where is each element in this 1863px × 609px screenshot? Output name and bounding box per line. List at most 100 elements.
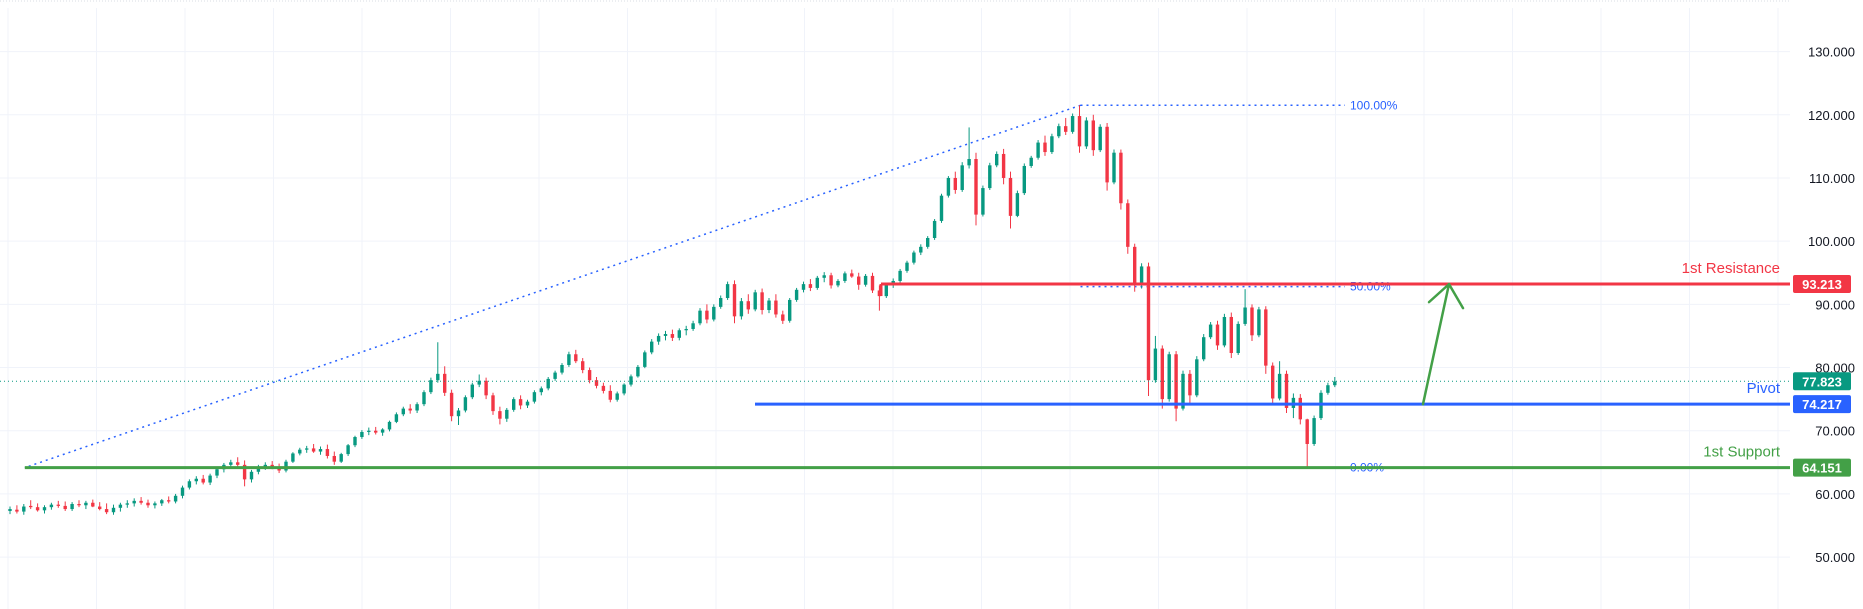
candle-body bbox=[436, 373, 440, 381]
candle-body bbox=[739, 301, 744, 317]
candle-body bbox=[553, 372, 557, 379]
candle-body bbox=[732, 284, 737, 317]
fibonacci-retracement[interactable]: 100.00% 50.00% 0.00% bbox=[24, 98, 1398, 475]
candle-body bbox=[242, 464, 247, 480]
candle-body bbox=[1305, 419, 1309, 444]
candle-body bbox=[1008, 177, 1013, 216]
last-price-badge: 77.823 bbox=[1793, 372, 1851, 391]
candle-body bbox=[974, 159, 978, 215]
candle-body bbox=[298, 449, 302, 454]
price-axis[interactable]: 50.000 60.000 70.000 80.000 90.000 100.000 110… bbox=[1808, 45, 1855, 565]
candle-body bbox=[387, 421, 392, 430]
candle-body bbox=[939, 195, 944, 221]
candle-body bbox=[277, 467, 281, 471]
candle-body bbox=[650, 341, 654, 353]
candle-body bbox=[1333, 381, 1337, 386]
candle-body bbox=[491, 395, 495, 412]
candle-body bbox=[753, 292, 757, 310]
candle-body bbox=[884, 284, 888, 297]
candle-body bbox=[698, 310, 702, 324]
y-tick-label: 80.000 bbox=[1815, 361, 1855, 376]
arrow-head-icon bbox=[1427, 282, 1465, 310]
candle-body bbox=[1091, 120, 1095, 151]
candle-body bbox=[587, 370, 592, 381]
candle-body bbox=[725, 284, 730, 299]
pivot-price-value: 74.217 bbox=[1802, 397, 1842, 412]
candle-body bbox=[691, 323, 695, 329]
candle-body bbox=[643, 352, 647, 367]
candle-body bbox=[656, 335, 661, 342]
candle-body bbox=[1202, 337, 1206, 360]
chart-grid bbox=[0, 0, 1790, 609]
candle-body bbox=[1001, 153, 1006, 178]
candle-body bbox=[843, 273, 847, 281]
candle-body bbox=[463, 397, 468, 411]
candle-body bbox=[332, 455, 336, 462]
support-resistance-levels[interactable]: 1st Resistance Pivot 1st Support bbox=[0, 260, 1790, 470]
candle-body bbox=[567, 354, 571, 365]
candle-body bbox=[139, 500, 143, 503]
candle-body bbox=[339, 454, 343, 462]
y-tick-label: 60.000 bbox=[1815, 487, 1855, 502]
candle-body bbox=[1208, 324, 1213, 338]
candle-body bbox=[284, 461, 288, 471]
candle-body bbox=[456, 410, 461, 417]
candle-body bbox=[546, 378, 550, 389]
candle-body bbox=[967, 159, 971, 166]
candle-body bbox=[1077, 116, 1082, 147]
candle-body bbox=[822, 275, 826, 278]
candle-body bbox=[836, 280, 840, 286]
candle-body bbox=[670, 334, 675, 338]
candle-body bbox=[870, 275, 875, 291]
candle-body bbox=[498, 411, 502, 419]
candle-body bbox=[505, 409, 509, 419]
candle-body bbox=[926, 237, 930, 247]
candle-body bbox=[374, 430, 378, 433]
candle-body bbox=[367, 430, 371, 432]
candle-body bbox=[70, 504, 74, 510]
candle-body bbox=[443, 373, 447, 393]
candle-body bbox=[1298, 397, 1302, 420]
candle-body bbox=[104, 509, 109, 513]
last-price-value: 77.823 bbox=[1802, 374, 1842, 389]
candle-body bbox=[932, 220, 937, 238]
candle-body bbox=[898, 270, 902, 281]
candle-body bbox=[305, 448, 309, 450]
candle-body bbox=[829, 275, 833, 286]
candle-body bbox=[712, 306, 716, 320]
candle-body bbox=[960, 165, 964, 190]
candle-body bbox=[560, 365, 564, 373]
candle-body bbox=[808, 284, 813, 288]
candle-body bbox=[801, 284, 806, 290]
candle-body bbox=[1284, 373, 1289, 408]
candle-body bbox=[1112, 152, 1116, 183]
candle-body bbox=[1015, 193, 1020, 216]
candle-body bbox=[249, 471, 254, 480]
candle-body bbox=[470, 384, 474, 398]
candle-body bbox=[912, 252, 916, 263]
candle-body bbox=[477, 380, 481, 385]
candle-body bbox=[512, 399, 516, 410]
candle-body bbox=[525, 401, 530, 406]
candle-body bbox=[429, 380, 433, 393]
candle-body bbox=[263, 464, 267, 467]
candle-body bbox=[42, 507, 47, 511]
candle-body bbox=[622, 384, 626, 394]
candle-body bbox=[1098, 126, 1102, 151]
candle-body bbox=[35, 507, 40, 511]
upward-projection-arrow[interactable] bbox=[1421, 282, 1465, 406]
candle-body bbox=[1167, 354, 1171, 400]
y-tick-label: 100.000 bbox=[1808, 234, 1855, 249]
candle-body bbox=[581, 361, 585, 371]
candle-body bbox=[132, 500, 136, 504]
candle-body bbox=[746, 301, 750, 310]
candle-body bbox=[1105, 126, 1109, 183]
pivot-label: Pivot bbox=[1747, 380, 1781, 397]
candle-body bbox=[1326, 385, 1330, 393]
candle-body bbox=[173, 495, 178, 502]
candle-body bbox=[353, 437, 357, 446]
candle-body bbox=[49, 504, 54, 508]
candle-body bbox=[1036, 142, 1040, 158]
arrow-shaft bbox=[1421, 282, 1451, 406]
